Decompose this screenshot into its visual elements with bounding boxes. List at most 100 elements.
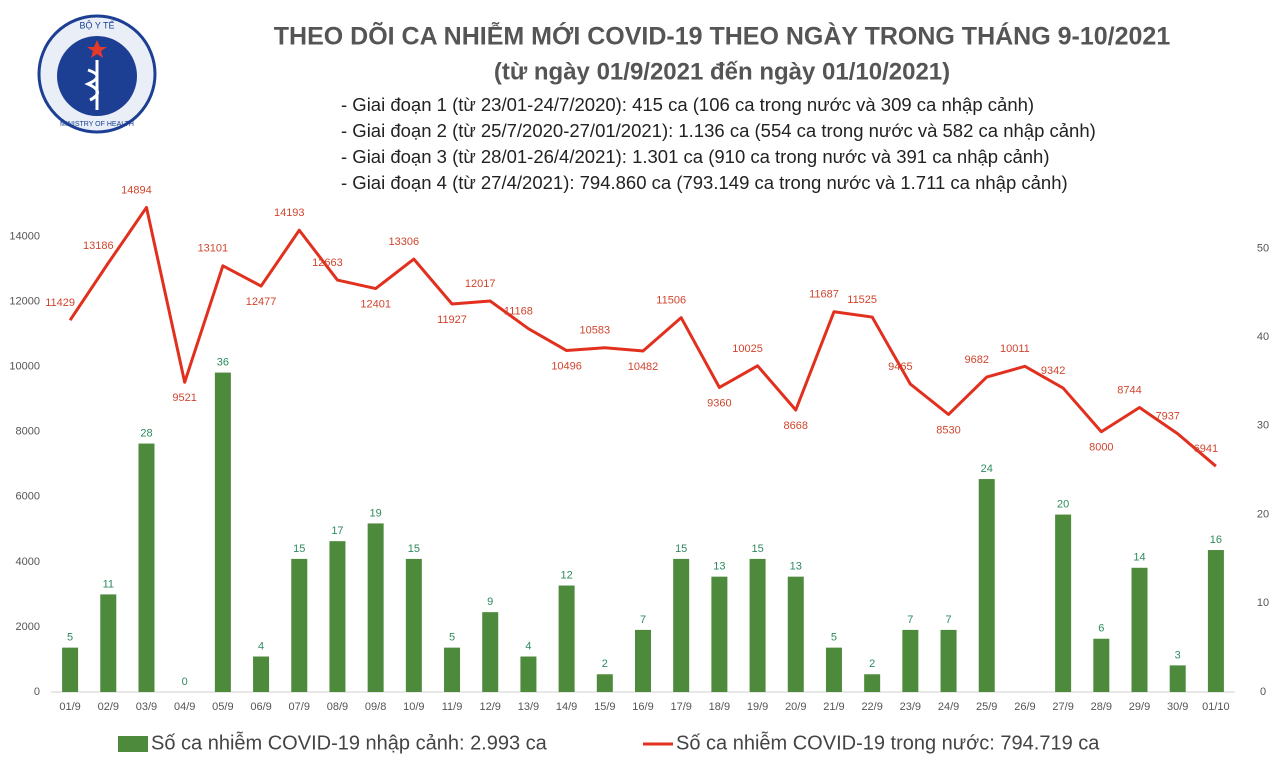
line-label: 9682	[964, 354, 988, 366]
line-label: 7937	[1155, 411, 1179, 423]
bar	[864, 674, 881, 692]
chart-title: THEO DÕI CA NHIỄM MỚI COVID-19 THEO NGÀY…	[274, 21, 1171, 51]
line-label: 9360	[707, 397, 731, 409]
line-label: 8668	[784, 420, 808, 432]
line-label: 9465	[888, 361, 912, 373]
bar	[62, 647, 79, 692]
x-tick-label: 25/9	[976, 701, 997, 713]
bar-label: 0	[182, 676, 188, 688]
note: - Giai đoạn 2 (từ 25/7/2020-27/01/2021):…	[341, 120, 1096, 141]
line	[68, 205, 1217, 468]
legend-swatch	[118, 736, 148, 752]
line-label: 10482	[628, 361, 659, 373]
bar	[711, 576, 728, 692]
line-label: 11927	[437, 314, 467, 326]
line-label: 9342	[1041, 365, 1065, 377]
x-tick-label: 02/9	[98, 701, 119, 713]
x-tick-label: 01/9	[59, 701, 80, 713]
x-tick-label: 16/9	[632, 701, 653, 713]
x-tick-label: 09/8	[365, 701, 386, 713]
bar-label: 20	[1057, 498, 1069, 510]
line-label: 10011	[1000, 343, 1030, 355]
x-tick-label: 24/9	[938, 701, 959, 713]
y2-tick-label: 20	[1257, 508, 1269, 520]
bar	[214, 372, 231, 692]
line-label: 8000	[1089, 442, 1113, 454]
bar	[673, 558, 690, 692]
bar	[787, 576, 804, 692]
bar-label: 7	[907, 614, 913, 626]
y2-tick-label: 10	[1257, 597, 1269, 609]
bar-label: 5	[67, 632, 73, 644]
bar	[1169, 665, 1186, 692]
y2-tick-label: 30	[1257, 420, 1269, 432]
y-tick-label: 0	[34, 686, 40, 698]
x-tick-label: 14/9	[556, 701, 577, 713]
line-label: 13186	[83, 240, 114, 252]
bar	[825, 647, 842, 692]
bar-label: 2	[869, 658, 875, 670]
bar-label: 15	[675, 543, 687, 555]
x-tick-label: 20/9	[785, 701, 806, 713]
y-tick-label: 10000	[9, 361, 40, 373]
bar	[329, 541, 346, 692]
bar-label: 4	[525, 640, 531, 652]
bar-label: 13	[790, 561, 802, 573]
bar-label: 11	[103, 578, 114, 590]
x-tick-label: 27/9	[1052, 701, 1073, 713]
x-tick-label: 15/9	[594, 701, 615, 713]
line-label: 13101	[198, 243, 229, 255]
logo-snake	[84, 68, 99, 102]
line-label: 11168	[504, 306, 533, 318]
bar-label: 7	[640, 614, 646, 626]
bar	[520, 656, 537, 692]
bar-label: 3	[1175, 649, 1181, 661]
line-label: 14894	[121, 184, 152, 196]
line-label: 12477	[246, 296, 277, 308]
line-label: 11687	[809, 289, 839, 301]
bar	[558, 585, 575, 692]
bar-label: 36	[217, 356, 229, 368]
bar-label: 9	[487, 596, 493, 608]
x-tick-label: 13/9	[518, 701, 539, 713]
bar-label: 17	[331, 525, 343, 537]
x-tick-label: 07/9	[289, 701, 310, 713]
bar-label: 5	[449, 632, 455, 644]
bar	[138, 443, 155, 692]
line-label: 11429	[45, 297, 75, 309]
bar	[1093, 638, 1110, 692]
y2-tick-label: 50	[1257, 242, 1269, 254]
x-tick-label: 05/9	[212, 701, 233, 713]
bar	[482, 612, 499, 692]
bar	[749, 558, 766, 692]
x-tick-label: 18/9	[709, 701, 730, 713]
x-tick-label: 30/9	[1167, 701, 1188, 713]
line-label: 11506	[656, 295, 686, 307]
line-label: 14193	[274, 207, 305, 219]
bar	[940, 629, 957, 692]
bar	[100, 594, 117, 692]
line-label: 8530	[936, 424, 960, 436]
logo: BỘ Y TẾ MINISTRY OF HEALTH	[37, 14, 157, 134]
y-tick-label: 12000	[9, 296, 40, 308]
line-label: 6941	[1194, 443, 1218, 455]
bar	[405, 558, 422, 692]
bar-label: 14	[1133, 552, 1145, 564]
legend-label: Số ca nhiễm COVID-19 trong nước: 794.719…	[676, 731, 1100, 754]
y-tick-label: 14000	[9, 230, 40, 242]
bar	[253, 656, 270, 692]
line-label: 12663	[312, 257, 343, 269]
x-tick-label: 06/9	[250, 701, 271, 713]
x-tick-label: 04/9	[174, 701, 195, 713]
y-tick-label: 6000	[16, 491, 40, 503]
bar	[367, 523, 384, 692]
bar	[1131, 567, 1148, 692]
bar-label: 15	[751, 543, 763, 555]
logo-bottom: MINISTRY OF HEALTH	[60, 121, 134, 128]
bar	[291, 558, 308, 692]
x-tick-label: 21/9	[823, 701, 844, 713]
x-tick-label: 10/9	[403, 701, 424, 713]
bar	[1055, 514, 1072, 692]
bar-label: 15	[293, 543, 305, 555]
